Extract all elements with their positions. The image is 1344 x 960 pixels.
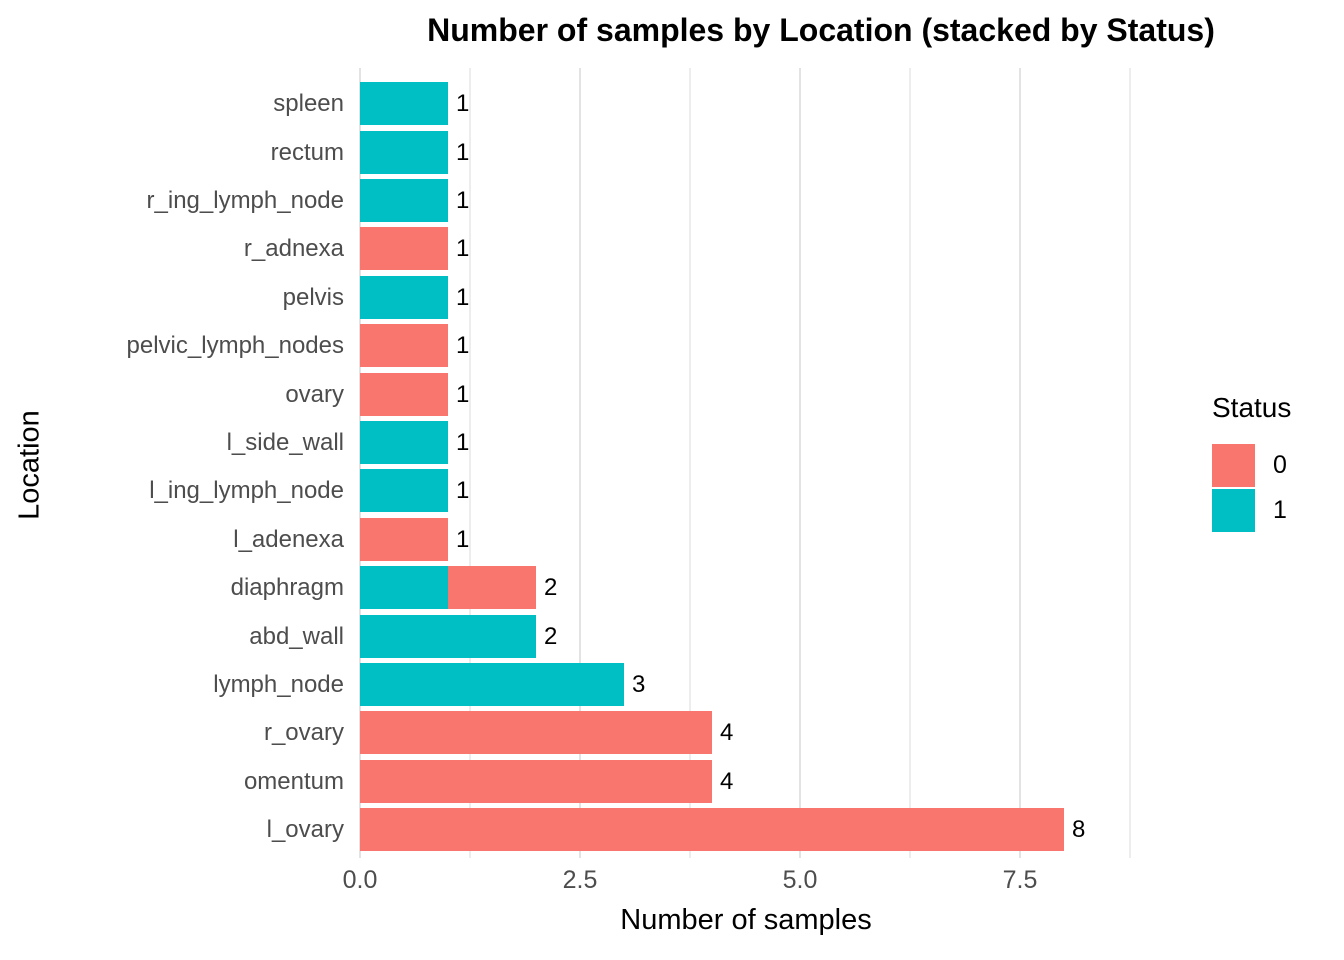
y-axis-label: l_adenexa xyxy=(233,525,344,553)
bar-value-label: 3 xyxy=(632,671,646,698)
legend-title: Status xyxy=(1212,392,1292,423)
bar-value-label: 4 xyxy=(720,719,734,747)
bar-segment-status-1 xyxy=(360,82,448,126)
bar-segment-status-1 xyxy=(360,663,624,706)
bar-segment-status-0 xyxy=(360,711,712,755)
y-axis-label: l_ovary xyxy=(266,816,344,844)
bar-value-label: 1 xyxy=(456,138,470,166)
y-axis-label: spleen xyxy=(273,90,344,118)
bar-value-label: 1 xyxy=(456,283,470,311)
y-axis-label: rectum xyxy=(270,138,344,166)
y-axis-title: Location xyxy=(13,410,46,520)
bar-segment-status-1 xyxy=(360,566,448,610)
bar-segment-status-0 xyxy=(360,227,448,271)
y-axis-label: lymph_node xyxy=(213,671,344,698)
bar-value-label: 1 xyxy=(456,332,470,360)
x-gridline-minor xyxy=(469,68,471,858)
y-axis-label: ovary xyxy=(285,380,344,408)
bar-segment-status-0 xyxy=(360,372,448,416)
bar-value-label: 1 xyxy=(456,235,470,263)
x-tick-label: 0.0 xyxy=(342,866,378,894)
legend-swatch xyxy=(1212,489,1255,532)
x-gridline-minor xyxy=(689,68,691,858)
bar-segment-status-0 xyxy=(360,759,712,803)
bar-value-label: 1 xyxy=(456,477,470,505)
x-axis-title: Number of samples xyxy=(620,904,872,936)
y-axis-label: pelvis xyxy=(282,283,344,311)
bar-value-label: 4 xyxy=(720,767,734,795)
bar-segment-status-0 xyxy=(360,517,448,561)
y-axis-label: abd_wall xyxy=(249,622,344,650)
y-axis-label: l_side_wall xyxy=(226,429,344,456)
bar-segment-status-0 xyxy=(360,808,1064,852)
legend-swatch xyxy=(1212,444,1255,487)
x-gridline-major xyxy=(579,68,581,858)
bar-value-label: 2 xyxy=(544,574,558,602)
y-axis-label: pelvic_lymph_nodes xyxy=(126,332,344,360)
legend-label: 1 xyxy=(1273,496,1287,524)
bar-segment-status-1 xyxy=(360,275,448,319)
y-axis-label: r_ovary xyxy=(263,719,344,747)
x-tick-label: 5.0 xyxy=(782,866,818,894)
y-axis-label: diaphragm xyxy=(230,574,344,602)
x-gridline-minor xyxy=(1129,68,1131,858)
x-gridline-major xyxy=(799,68,801,858)
bar-value-label: 8 xyxy=(1072,816,1086,844)
bar-value-label: 1 xyxy=(456,90,470,118)
bar-segment-status-1 xyxy=(360,179,448,222)
bar-value-label: 1 xyxy=(456,187,470,214)
legend-entry: 1 xyxy=(1212,489,1291,532)
bar-segment-status-0 xyxy=(448,566,536,610)
y-axis-label: r_ing_lymph_node xyxy=(146,187,344,214)
bar-segment-status-0 xyxy=(360,324,448,368)
bar-segment-status-1 xyxy=(360,130,448,174)
x-tick-label: 2.5 xyxy=(562,866,598,894)
bar-segment-status-1 xyxy=(360,421,448,464)
bar-value-label: 2 xyxy=(544,622,558,650)
legend-entry: 0 xyxy=(1212,444,1291,487)
x-gridline-minor xyxy=(909,68,911,858)
y-axis-label: l_ing_lymph_node xyxy=(149,477,344,505)
bar-value-label: 1 xyxy=(456,380,470,408)
bar-segment-status-1 xyxy=(360,469,448,513)
bar-segment-status-1 xyxy=(360,614,536,658)
y-axis-label: r_adnexa xyxy=(243,235,344,263)
chart-title: Number of samples by Location (stacked b… xyxy=(427,12,1215,48)
x-gridline-major xyxy=(1019,68,1021,858)
legend-label: 0 xyxy=(1273,451,1287,479)
y-axis-label: omentum xyxy=(243,767,344,795)
bar-value-label: 1 xyxy=(456,525,470,553)
x-tick-label: 7.5 xyxy=(1002,866,1038,894)
bar-value-label: 1 xyxy=(456,429,470,456)
